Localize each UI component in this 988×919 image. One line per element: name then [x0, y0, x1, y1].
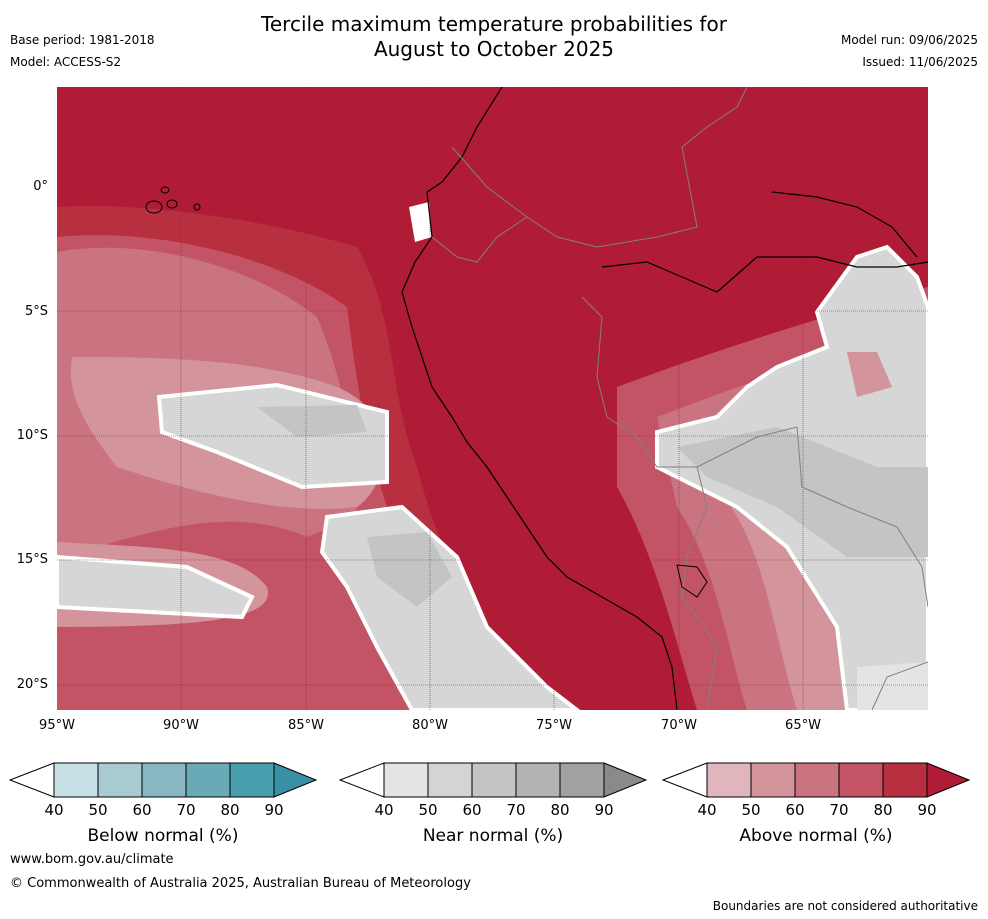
lat-label-20s: 20°S [16, 677, 48, 692]
base-period: Base period: 1981-2018 [10, 33, 155, 47]
colorbar-below-normal [8, 762, 318, 798]
title-line-2: August to October 2025 [373, 37, 615, 61]
meta-right: Model run: 09/06/2025 Issued: 11/06/2025 [841, 29, 978, 73]
near-normal-zone-2 [57, 554, 255, 620]
cb-near-50 [383, 762, 429, 798]
cb-near-90 [559, 762, 605, 798]
title-line-1: Tercile maximum temperature probabilitie… [261, 12, 727, 36]
cb-below-tick-80: 80 [220, 801, 240, 819]
cb-below-tick-40: 40 [44, 801, 64, 819]
cb-near-tick-60: 60 [462, 801, 482, 819]
lat-label-10s: 10°S [16, 428, 48, 443]
cb-below-50 [53, 762, 99, 798]
cb-below-tick-70: 70 [176, 801, 196, 819]
lat-label-5s: 5°S [24, 304, 48, 319]
colorbar-near-normal [338, 762, 648, 798]
above-pocket-east [847, 352, 892, 397]
cb-near-80 [515, 762, 561, 798]
cb-below-max [273, 762, 318, 798]
cb-below-60 [97, 762, 143, 798]
national-borders [431, 87, 928, 710]
boundary-disclaimer: Boundaries are not considered authoritat… [712, 899, 978, 913]
amazon-river [601, 256, 928, 293]
model-run: Model run: 09/06/2025 [840, 33, 978, 47]
cb-above-80 [838, 762, 884, 798]
cb-below-min [8, 762, 55, 798]
lon-label-90w: 90°W [163, 718, 199, 733]
near-normal-zone-1-inner [257, 405, 367, 437]
cb-above-50 [706, 762, 752, 798]
cb-above-tick-60: 60 [785, 801, 805, 819]
meta-left: Base period: 1981-2018 Model: ACCESS-S2 [10, 29, 155, 73]
river-north [771, 191, 918, 258]
cb-above-max [926, 762, 971, 798]
lon-label-95w: 95°W [39, 718, 75, 733]
near-normal-zone-east-inner [677, 427, 928, 557]
cb-above-60 [750, 762, 796, 798]
below-40-patch [409, 202, 432, 242]
cb-below-label: Below normal (%) [87, 826, 239, 846]
cb-near-60 [427, 762, 473, 798]
model-name: Model: ACCESS-S2 [10, 55, 122, 69]
map-canvas [57, 87, 928, 710]
cb-near-label: Near normal (%) [422, 826, 564, 846]
cb-below-tick-90: 90 [264, 801, 284, 819]
cb-above-tick-90: 90 [917, 801, 937, 819]
lon-label-70w: 70°W [661, 718, 697, 733]
lon-label-85w: 85°W [288, 718, 324, 733]
issued-date: Issued: 11/06/2025 [862, 55, 978, 69]
lat-label-0: 0° [33, 179, 48, 194]
cb-above-min [661, 762, 708, 798]
cb-below-80 [185, 762, 231, 798]
cb-below-tick-60: 60 [132, 801, 152, 819]
cb-near-70 [471, 762, 517, 798]
cb-above-tick-80: 80 [873, 801, 893, 819]
cb-above-90 [882, 762, 928, 798]
lake-titicaca [676, 564, 708, 598]
cb-above-tick-70: 70 [829, 801, 849, 819]
cb-above-70 [794, 762, 840, 798]
cb-near-max [603, 762, 648, 798]
cb-above-label: Above normal (%) [739, 826, 893, 846]
cb-near-tick-40: 40 [374, 801, 394, 819]
cb-above-tick-40: 40 [697, 801, 717, 819]
lon-label-75w: 75°W [536, 718, 572, 733]
lon-label-65w: 65°W [785, 718, 821, 733]
cb-near-tick-50: 50 [418, 801, 438, 819]
near-normal-light [857, 662, 928, 710]
near-normal-zone-3-inner [367, 532, 452, 607]
cb-near-tick-90: 90 [594, 801, 614, 819]
cb-below-90 [229, 762, 275, 798]
galapagos-islands [145, 186, 201, 214]
probability-map [57, 87, 928, 710]
cb-below-70 [141, 762, 187, 798]
cb-near-min [338, 762, 385, 798]
lon-label-80w: 80°W [412, 718, 448, 733]
cb-near-tick-70: 70 [506, 801, 526, 819]
lat-label-15s: 15°S [16, 552, 48, 567]
copyright-notice: © Commonwealth of Australia 2025, Austra… [10, 876, 471, 891]
cb-below-tick-50: 50 [88, 801, 108, 819]
coastline [401, 87, 678, 710]
cb-near-tick-80: 80 [550, 801, 570, 819]
colorbar-above-normal [661, 762, 971, 798]
website-link[interactable]: www.bom.gov.au/climate [10, 852, 174, 867]
cb-above-tick-50: 50 [741, 801, 761, 819]
map-title: Tercile maximum temperature probabilitie… [0, 12, 988, 62]
